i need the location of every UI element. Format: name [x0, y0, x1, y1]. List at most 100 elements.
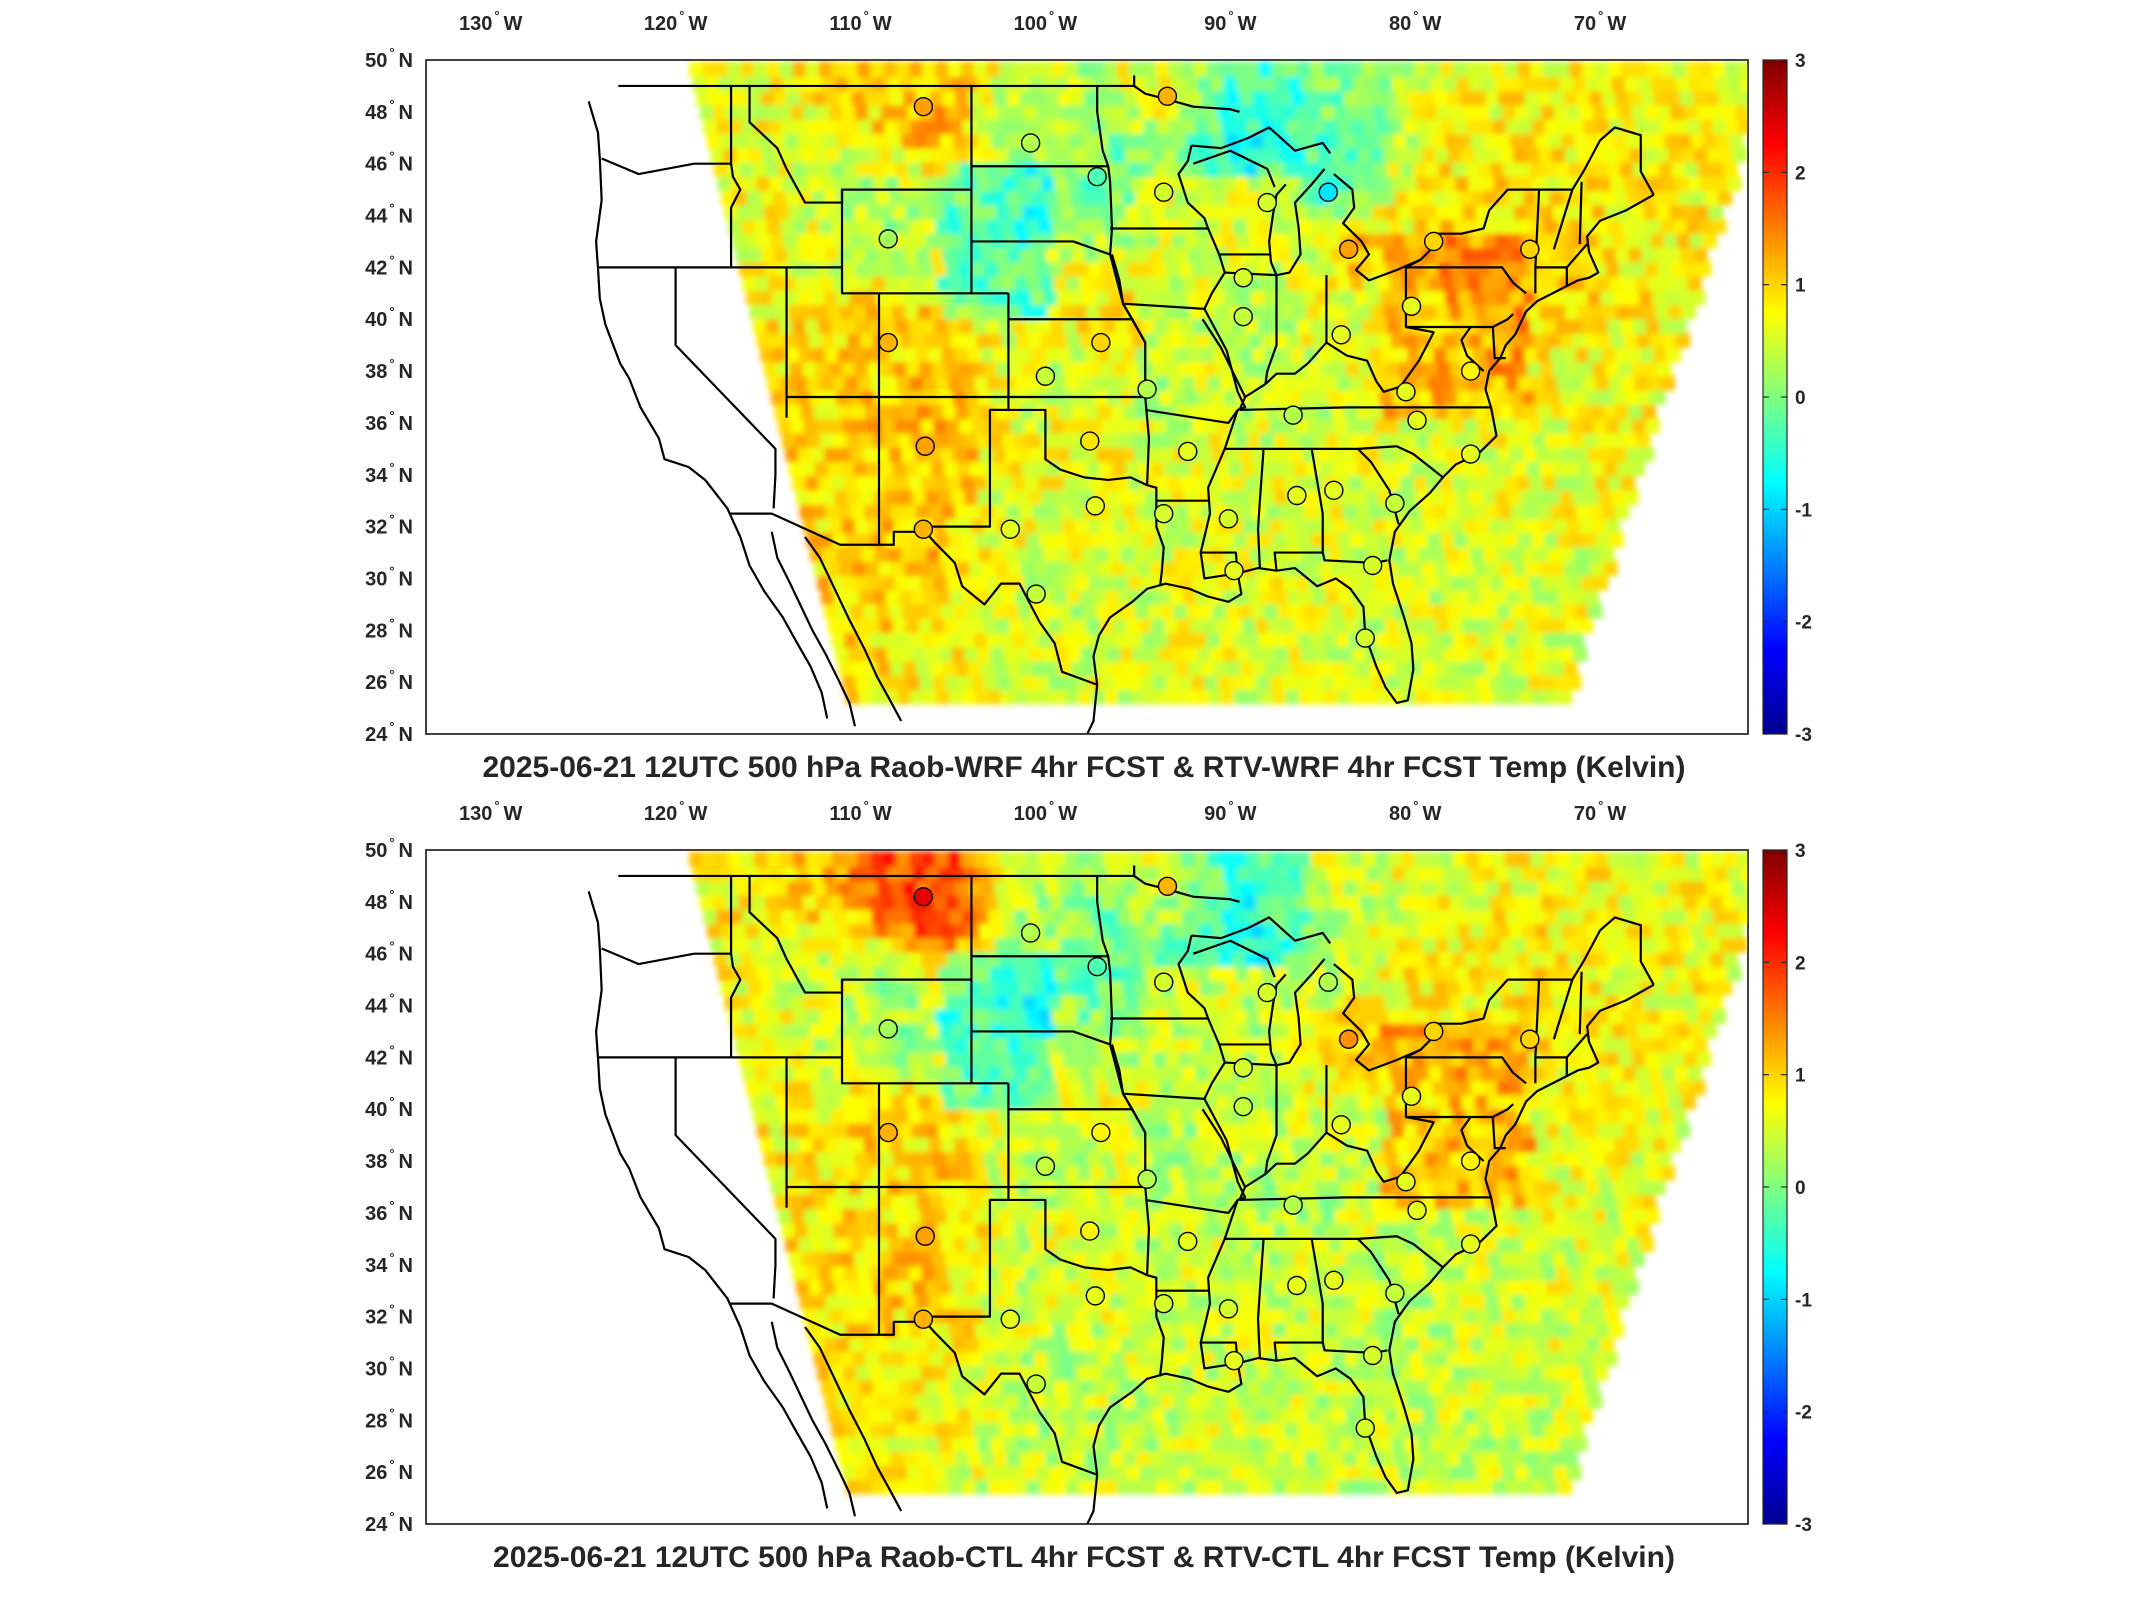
colorbar: 3 2 1 0 -1 -2 -3: [1762, 51, 1812, 746]
longitude-tick-label: 110 ° W: [829, 8, 891, 35]
state-border: [1122, 303, 1147, 344]
colorbar-tick-label: 3: [1795, 51, 1806, 72]
state-border: [1534, 266, 1568, 294]
raob-station-marker: [1000, 1309, 1020, 1329]
state-border: [1405, 1056, 1527, 1085]
colorbar-tick-label: -3: [1795, 1515, 1812, 1536]
state-border: [1264, 1131, 1328, 1175]
latitude-tick-label: 44 ° N: [365, 991, 413, 1018]
raob-station-marker: [1087, 956, 1107, 977]
latitude-tick-label: 46 ° N: [365, 149, 413, 176]
state-border: [1268, 183, 1287, 263]
state-border: [674, 267, 777, 509]
raob-station-marker: [1283, 405, 1303, 425]
coastline: [804, 1326, 903, 1512]
panel-title: 2025-06-21 12UTC 500 hPa Raob-WRF 4hr FC…: [483, 751, 1686, 784]
state-border: [1269, 168, 1326, 277]
raob-station-marker: [1338, 1029, 1359, 1049]
state-border: [1145, 308, 1247, 425]
colorbar-tick-label: -1: [1795, 500, 1812, 521]
state-border: [1534, 1056, 1568, 1084]
colorbar-tick-label: 2: [1795, 163, 1806, 184]
latitude-tick-label: 36 ° N: [365, 1198, 413, 1225]
state-border: [748, 875, 972, 994]
coastline: [1092, 193, 1655, 704]
colorbar-tick-label: -3: [1795, 725, 1812, 746]
colorbar-tick-labels: 3 2 1 0 -1 -2 -3: [1763, 841, 1812, 1536]
state-border: [1238, 1173, 1267, 1201]
raob-station-marker: [1233, 306, 1253, 327]
raob-station-marker: [913, 1309, 934, 1329]
raob-station-marker: [1460, 1151, 1481, 1171]
map-figure-bottom: 130 ° W 120 ° W 110 ° W 100 ° W 90 ° W 80 ° W 70 ° W 50 ° N 48 °…: [365, 798, 1812, 1574]
raob-station-marker: [1385, 1283, 1405, 1303]
latitude-tick-label: 38 ° N: [365, 356, 413, 383]
state-border: [1133, 875, 1240, 903]
raob-station-marker: [1407, 1200, 1427, 1221]
raob-station-marker: [913, 96, 934, 117]
raob-station-marker: [1233, 1096, 1253, 1117]
longitude-tick-label: 100 ° W: [1014, 8, 1078, 35]
colorbar-tick-label: 0: [1795, 388, 1806, 409]
colorbar-tick-label: 0: [1795, 1178, 1806, 1199]
coastline: [1092, 983, 1655, 1494]
raob-station-marker: [1257, 982, 1277, 1003]
state-border: [1256, 448, 1265, 569]
state-border: [1269, 958, 1326, 1067]
latitude-tick-label: 34 ° N: [365, 1250, 413, 1277]
longitude-tick-label: 70 ° W: [1574, 798, 1626, 825]
raob-station-marker: [878, 332, 898, 353]
state-border: [1565, 1033, 1588, 1059]
latitude-tick-label: 28 ° N: [365, 1405, 413, 1432]
raob-station-marker: [1401, 296, 1422, 316]
raob-station-marker: [1085, 496, 1106, 516]
coastline: [1086, 1474, 1099, 1524]
raob-station-marker: [1157, 876, 1178, 896]
raob-station-marker: [1020, 923, 1041, 943]
state-border: [1264, 275, 1278, 385]
longitude-tick-label: 90 ° W: [1204, 8, 1256, 35]
state-border: [1256, 1238, 1265, 1359]
raob-station-marker: [1355, 1418, 1375, 1438]
state-border: [1578, 181, 1583, 245]
state-border: [989, 1198, 1165, 1377]
state-border: [989, 408, 1165, 587]
raob-station-marker: [1224, 560, 1244, 581]
raob-station-marker: [1178, 1231, 1198, 1252]
state-border: [1191, 126, 1332, 154]
longitude-tick-labels: 130 ° W 120 ° W 110 ° W 100 ° W 90 ° W 80 ° W 70 ° W: [459, 798, 1626, 825]
raob-station-marker: [1423, 1021, 1444, 1042]
coastline: [587, 891, 829, 1509]
state-border: [1264, 1065, 1278, 1175]
raob-station-marker: [1233, 268, 1253, 288]
latitude-tick-label: 38 ° N: [365, 1146, 413, 1173]
map-figure-top: 130 ° W 120 ° W 110 ° W 100 ° W 90 ° W 80 ° W 70 ° W 50 ° N 48 °…: [365, 8, 1812, 784]
raob-station-marker: [1407, 410, 1427, 431]
raob-station-marker: [1362, 1345, 1383, 1366]
longitude-tick-label: 70 ° W: [1574, 8, 1626, 35]
longitude-tick-label: 120 ° W: [644, 798, 708, 825]
state-border: [1268, 973, 1287, 1053]
longitude-tick-label: 100 ° W: [1014, 798, 1078, 825]
state-border: [601, 947, 732, 966]
raob-station-marker: [878, 1019, 898, 1039]
raob-station-marker: [1324, 480, 1344, 501]
raob-station-marker: [1355, 628, 1375, 648]
state-border: [674, 1057, 777, 1299]
state-border: [1552, 189, 1574, 250]
latitude-tick-label: 36 ° N: [365, 408, 413, 435]
raob-station-marker: [1087, 166, 1107, 187]
raob-station-marker: [913, 886, 934, 907]
raob-station-marker: [878, 229, 898, 249]
longitude-tick-label: 90 ° W: [1204, 798, 1256, 825]
latitude-tick-label: 46 ° N: [365, 939, 413, 966]
colorbar-tick-label: 3: [1795, 841, 1806, 862]
raob-station-marker: [1287, 485, 1307, 506]
state-border: [1405, 1103, 1514, 1119]
raob-station-marker: [1026, 584, 1046, 604]
state-border: [1491, 1116, 1506, 1150]
latitude-tick-label: 32 ° N: [365, 512, 413, 539]
raob-station-marker: [1154, 972, 1174, 992]
raob-station-marker: [1324, 1270, 1344, 1291]
latitude-tick-label: 24 ° N: [365, 719, 413, 746]
